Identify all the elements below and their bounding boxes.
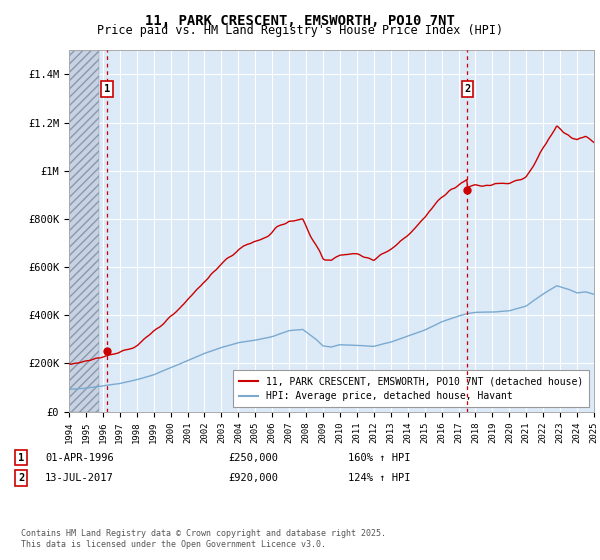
Text: £920,000: £920,000 — [228, 473, 278, 483]
Text: 2: 2 — [18, 473, 24, 483]
Text: 124% ↑ HPI: 124% ↑ HPI — [348, 473, 410, 483]
Legend: 11, PARK CRESCENT, EMSWORTH, PO10 7NT (detached house), HPI: Average price, deta: 11, PARK CRESCENT, EMSWORTH, PO10 7NT (d… — [233, 370, 589, 407]
Text: 2: 2 — [464, 84, 470, 94]
Text: 11, PARK CRESCENT, EMSWORTH, PO10 7NT: 11, PARK CRESCENT, EMSWORTH, PO10 7NT — [145, 14, 455, 28]
Text: Price paid vs. HM Land Registry's House Price Index (HPI): Price paid vs. HM Land Registry's House … — [97, 24, 503, 37]
Text: 1: 1 — [18, 452, 24, 463]
Text: £250,000: £250,000 — [228, 452, 278, 463]
Text: 1: 1 — [104, 84, 110, 94]
Text: 01-APR-1996: 01-APR-1996 — [45, 452, 114, 463]
Text: 160% ↑ HPI: 160% ↑ HPI — [348, 452, 410, 463]
Text: Contains HM Land Registry data © Crown copyright and database right 2025.
This d: Contains HM Land Registry data © Crown c… — [21, 529, 386, 549]
Bar — [69, 50, 100, 412]
Bar — [69, 50, 100, 412]
Text: 13-JUL-2017: 13-JUL-2017 — [45, 473, 114, 483]
